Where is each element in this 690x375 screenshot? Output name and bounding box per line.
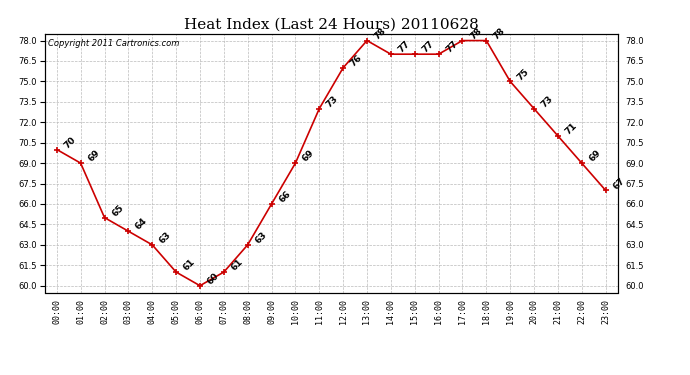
Text: 61: 61 bbox=[229, 258, 244, 273]
Text: 60: 60 bbox=[206, 271, 221, 286]
Title: Heat Index (Last 24 Hours) 20110628: Heat Index (Last 24 Hours) 20110628 bbox=[184, 17, 479, 31]
Text: 76: 76 bbox=[348, 53, 364, 68]
Text: 78: 78 bbox=[492, 26, 507, 41]
Text: 77: 77 bbox=[444, 39, 460, 55]
Text: 65: 65 bbox=[110, 203, 126, 218]
Text: 77: 77 bbox=[397, 39, 412, 55]
Text: 67: 67 bbox=[611, 176, 627, 191]
Text: 70: 70 bbox=[62, 135, 77, 150]
Text: 78: 78 bbox=[373, 26, 388, 41]
Text: 77: 77 bbox=[420, 39, 435, 55]
Text: 69: 69 bbox=[587, 148, 602, 164]
Text: 64: 64 bbox=[134, 216, 149, 232]
Text: 78: 78 bbox=[468, 26, 483, 41]
Text: Copyright 2011 Cartronics.com: Copyright 2011 Cartronics.com bbox=[48, 39, 179, 48]
Text: 75: 75 bbox=[515, 67, 531, 82]
Text: 66: 66 bbox=[277, 189, 293, 205]
Text: 73: 73 bbox=[325, 94, 340, 109]
Text: 61: 61 bbox=[181, 258, 197, 273]
Text: 69: 69 bbox=[86, 148, 101, 164]
Text: 73: 73 bbox=[540, 94, 555, 109]
Text: 63: 63 bbox=[253, 230, 268, 246]
Text: 71: 71 bbox=[564, 121, 579, 136]
Text: 63: 63 bbox=[158, 230, 173, 246]
Text: 69: 69 bbox=[301, 148, 316, 164]
